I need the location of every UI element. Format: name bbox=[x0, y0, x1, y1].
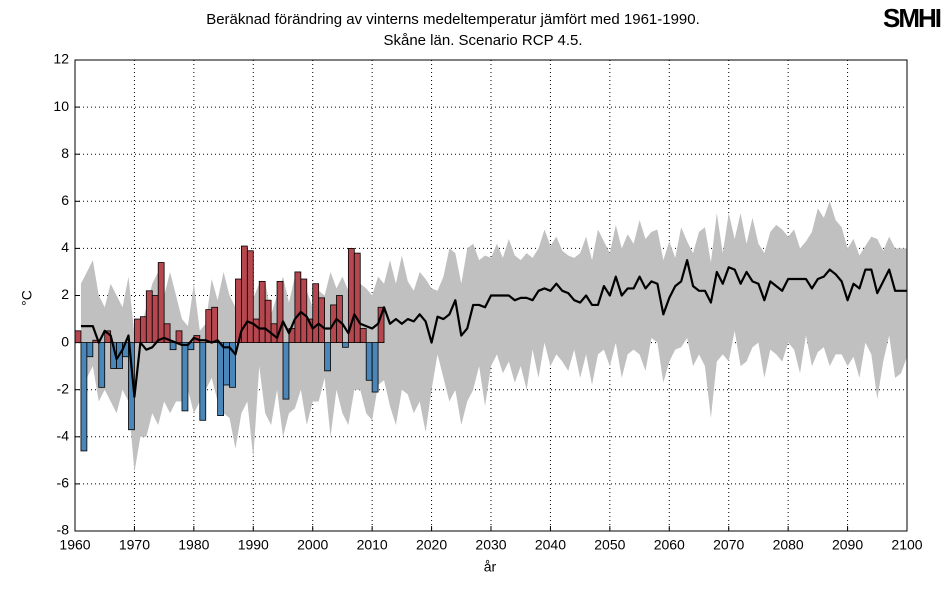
y-tick-label: -4 bbox=[57, 428, 70, 444]
bar bbox=[324, 342, 331, 372]
bar bbox=[181, 342, 189, 412]
y-tick-label: -6 bbox=[57, 475, 70, 491]
bar bbox=[353, 252, 361, 343]
y-tick-label: 12 bbox=[53, 51, 69, 67]
bar bbox=[229, 342, 236, 388]
y-tick-label: 0 bbox=[61, 333, 69, 349]
mean-line bbox=[80, 259, 907, 398]
bar bbox=[80, 342, 88, 452]
y-axis-label: °C bbox=[19, 290, 35, 306]
bar bbox=[139, 316, 147, 344]
y-tick-label: 10 bbox=[53, 98, 69, 114]
x-tick-label: 1990 bbox=[238, 537, 269, 553]
bar bbox=[134, 318, 141, 343]
y-tick-label: 4 bbox=[61, 239, 69, 255]
bar bbox=[217, 342, 224, 417]
bar bbox=[318, 297, 325, 344]
bar bbox=[175, 330, 183, 344]
x-tick-label: 2030 bbox=[475, 537, 506, 553]
bar bbox=[157, 262, 165, 343]
y-tick-label: -8 bbox=[57, 522, 70, 538]
range-band bbox=[80, 201, 907, 473]
bar bbox=[211, 306, 219, 343]
y-tick-label: 8 bbox=[61, 145, 69, 161]
x-tick-label: 2080 bbox=[773, 537, 804, 553]
x-tick-label: 2000 bbox=[297, 537, 328, 553]
y-tick-label: 6 bbox=[61, 192, 69, 208]
bar bbox=[312, 283, 320, 344]
bar bbox=[359, 328, 367, 344]
x-tick-label: 2070 bbox=[713, 537, 744, 553]
x-tick-label: 2020 bbox=[416, 537, 447, 553]
x-tick-label: 1980 bbox=[178, 537, 209, 553]
chart-title: Beräknad förändring av vinterns medeltem… bbox=[206, 11, 700, 28]
x-tick-label: 2090 bbox=[832, 537, 863, 553]
bar bbox=[252, 318, 260, 343]
x-axis-label: år bbox=[484, 559, 497, 575]
bar bbox=[163, 323, 171, 344]
plot-frame bbox=[74, 59, 908, 532]
x-tick-label: 2010 bbox=[357, 537, 388, 553]
logo: SMHI bbox=[883, 3, 941, 33]
bar bbox=[282, 342, 290, 400]
bar bbox=[74, 330, 82, 344]
y-tick-label: 2 bbox=[61, 286, 69, 302]
bar bbox=[199, 342, 207, 421]
bar bbox=[86, 342, 94, 358]
bar bbox=[276, 280, 284, 343]
bar bbox=[98, 342, 106, 388]
x-tick-label: 2040 bbox=[535, 537, 566, 553]
bar bbox=[300, 278, 308, 344]
bar bbox=[151, 295, 159, 343]
bar bbox=[294, 271, 302, 344]
y-tick-label: -2 bbox=[57, 380, 70, 396]
bar bbox=[205, 309, 213, 344]
bar bbox=[169, 342, 177, 351]
bar bbox=[258, 280, 266, 343]
bar bbox=[246, 250, 254, 344]
bar bbox=[223, 342, 230, 386]
chart-subtitle: Skåne län. Scenario RCP 4.5. bbox=[383, 32, 582, 49]
bar bbox=[365, 342, 373, 381]
x-tick-label: 1960 bbox=[59, 537, 90, 553]
x-tick-label: 1970 bbox=[119, 537, 150, 553]
bar bbox=[145, 290, 153, 344]
x-tick-label: 2060 bbox=[654, 537, 685, 553]
x-tick-label: 2100 bbox=[891, 537, 922, 553]
bar bbox=[342, 342, 349, 348]
bar bbox=[371, 342, 379, 393]
x-tick-label: 2050 bbox=[594, 537, 625, 553]
bar bbox=[264, 299, 272, 343]
